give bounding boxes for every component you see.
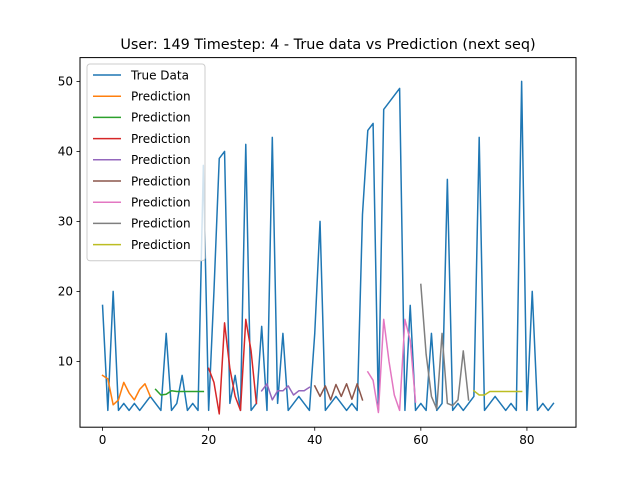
series-line-prediction-8 bbox=[472, 389, 523, 396]
legend-label: Prediction bbox=[131, 196, 191, 210]
series-line-prediction-2 bbox=[154, 388, 205, 396]
series-line-true-data bbox=[101, 80, 555, 412]
legend-label: Prediction bbox=[131, 90, 191, 104]
axes-frame bbox=[79, 57, 577, 428]
legend: True Data Prediction Prediction Prediction P… bbox=[86, 63, 206, 262]
series-line-prediction-5 bbox=[313, 383, 364, 401]
legend-label: Prediction bbox=[131, 132, 191, 146]
series-layer bbox=[101, 80, 555, 415]
plot-area: 0 20 40 60 80 10 20 30 40 50 True Data Prediction P… bbox=[58, 57, 577, 448]
x-tick-label: 0 bbox=[99, 433, 107, 447]
series-line-prediction-6 bbox=[366, 318, 417, 414]
legend-label: Prediction bbox=[131, 111, 191, 125]
legend-label: Prediction bbox=[131, 153, 191, 167]
legend-label: Prediction bbox=[131, 238, 191, 252]
series-line-prediction-3 bbox=[207, 318, 258, 415]
legend-box bbox=[86, 63, 206, 262]
y-tick-label: 30 bbox=[58, 215, 73, 229]
y-tick-label: 20 bbox=[58, 285, 73, 299]
legend-label: Prediction bbox=[131, 174, 191, 188]
y-tick-label: 40 bbox=[58, 145, 73, 159]
y-tick-label: 10 bbox=[58, 355, 73, 369]
ticks-layer: 0 20 40 60 80 10 20 30 40 50 bbox=[58, 75, 535, 448]
series-line-prediction-7 bbox=[420, 283, 470, 410]
x-tick-label: 60 bbox=[413, 433, 428, 447]
series-line-prediction-1 bbox=[101, 374, 152, 406]
series-line-prediction-4 bbox=[260, 383, 311, 401]
x-tick-label: 80 bbox=[519, 433, 534, 447]
y-tick-label: 50 bbox=[58, 75, 73, 89]
chart-title: User: 149 Timestep: 4 - True data vs Pre… bbox=[120, 37, 535, 53]
x-tick-label: 40 bbox=[307, 433, 322, 447]
x-tick-label: 20 bbox=[201, 433, 216, 447]
legend-label: True Data bbox=[130, 68, 189, 82]
legend-label: Prediction bbox=[131, 217, 191, 231]
